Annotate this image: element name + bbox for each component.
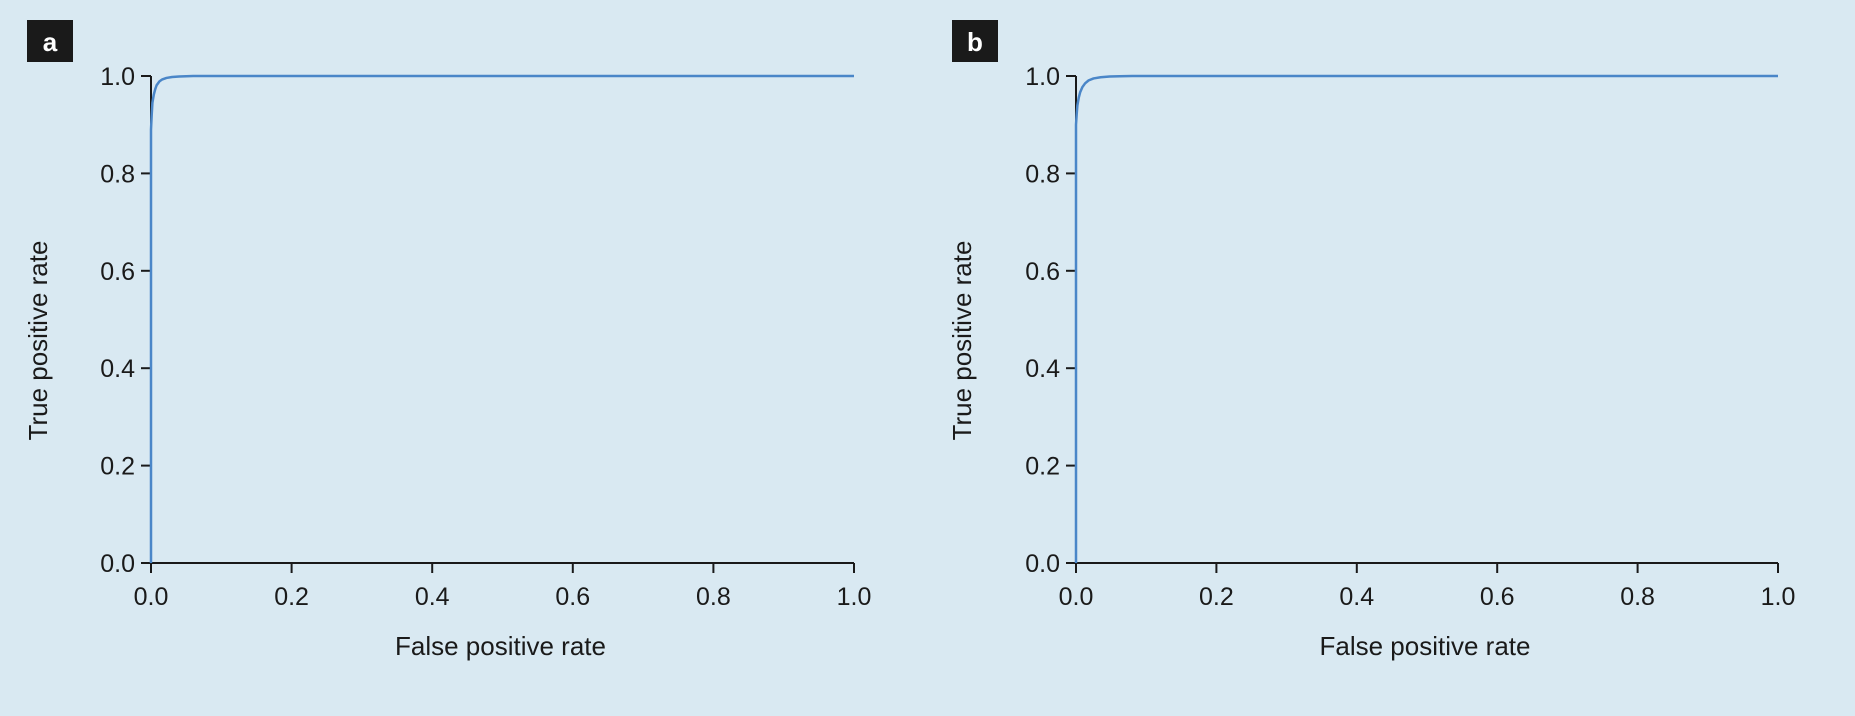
panel-badge <box>27 20 73 62</box>
y-tick-label: 1.0 <box>100 63 135 91</box>
y-tick-label: 0.0 <box>1025 550 1060 578</box>
y-tick-label: 0.2 <box>1025 453 1060 481</box>
x-tick-label: 0.8 <box>1620 583 1655 611</box>
x-tick-label: 0.2 <box>274 583 309 611</box>
panel-badge <box>952 20 998 62</box>
x-tick-label: 0.6 <box>1480 583 1515 611</box>
x-tick-label: 0.2 <box>1199 583 1234 611</box>
y-tick-label: 0.8 <box>100 160 135 188</box>
panel-label: a <box>43 27 58 57</box>
chart-panel-b: b 0.0 0.2 0.4 0.6 0.8 1.0 0.0 0.2 0.4 0.6 0.8 1.0 Fal… <box>947 20 1795 661</box>
x-tick-label: 1.0 <box>1761 583 1796 611</box>
x-tick-label: 0.4 <box>415 583 450 611</box>
y-tick-label: 0.0 <box>100 550 135 578</box>
chart-panel-a: a 0.0 0.2 0.4 0.6 0.8 1.0 0.0 0.2 0.4 0.6 0.8 1.0 Fal… <box>23 20 871 661</box>
roc-curve <box>149 74 854 563</box>
y-tick-label: 1.0 <box>1025 63 1060 91</box>
y-axis-title: True positive rate <box>23 241 53 441</box>
x-tick-label: 0.0 <box>1059 583 1094 611</box>
x-axis-title: False positive rate <box>1320 631 1531 661</box>
roc-curve <box>1074 74 1778 563</box>
y-tick-label: 0.6 <box>100 258 135 286</box>
x-tick-label: 0.4 <box>1339 583 1374 611</box>
x-tick-label: 0.6 <box>555 583 590 611</box>
x-tick-label: 1.0 <box>837 583 872 611</box>
panel-label: b <box>967 27 983 57</box>
y-tick-label: 0.8 <box>1025 160 1060 188</box>
x-axis-title: False positive rate <box>395 631 606 661</box>
y-axis-title: True positive rate <box>947 241 977 441</box>
y-tick-label: 0.4 <box>100 355 135 383</box>
y-tick-label: 0.4 <box>1025 355 1060 383</box>
y-tick-label: 0.2 <box>100 453 135 481</box>
x-tick-label: 0.0 <box>134 583 169 611</box>
y-tick-label: 0.6 <box>1025 258 1060 286</box>
x-tick-label: 0.8 <box>696 583 731 611</box>
